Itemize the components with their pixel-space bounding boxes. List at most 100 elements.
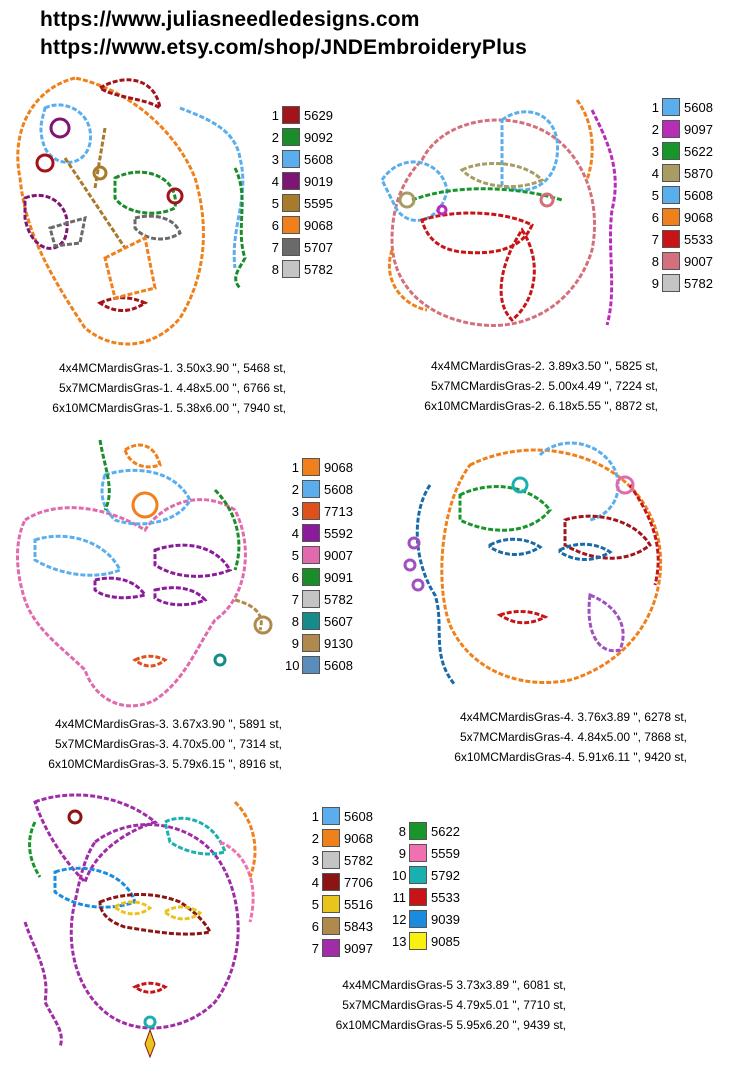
thread-code: 9007 [684, 253, 713, 269]
thread-code: 9092 [304, 129, 333, 145]
thread-row: 12 9039 [392, 909, 460, 929]
thread-number: 7 [271, 239, 279, 255]
thread-code: 5782 [344, 852, 373, 868]
thread-number: 1 [271, 107, 279, 123]
thread-number: 3 [291, 503, 299, 519]
thread-code: 5622 [431, 823, 460, 839]
color-swatch [662, 274, 680, 292]
size-line: 4x4MCMardisGras-5 3.73x3.89 ", 6081 st, [342, 978, 566, 992]
thread-row: 5 5608 [645, 185, 713, 205]
thread-number: 2 [291, 481, 299, 497]
thread-code: 5559 [431, 845, 460, 861]
thread-row: 3 7713 [285, 501, 353, 521]
thread-row: 5 9007 [285, 545, 353, 565]
color-swatch [302, 568, 320, 586]
color-swatch [409, 910, 427, 928]
color-swatch [409, 888, 427, 906]
thread-number: 7 [291, 591, 299, 607]
color-swatch [662, 142, 680, 160]
thread-row: 7 5782 [285, 589, 353, 609]
thread-row: 9 5782 [645, 273, 713, 293]
thread-number: 4 [651, 165, 659, 181]
color-swatch [662, 230, 680, 248]
color-swatch [322, 917, 340, 935]
thread-code: 5608 [344, 808, 373, 824]
thread-row: 3 5622 [645, 141, 713, 161]
thread-number: 8 [271, 261, 279, 277]
color-swatch [662, 252, 680, 270]
thread-code: 9068 [304, 217, 333, 233]
header-url-etsy: https://www.etsy.com/shop/JNDEmbroideryP… [40, 36, 528, 59]
color-swatch [322, 807, 340, 825]
thread-code: 5608 [684, 99, 713, 115]
design-info-4: 4x4MCMardisGras-4. 3.76x3.89 ", 6278 st,… [454, 707, 687, 767]
thread-row: 8 5622 [392, 821, 460, 841]
color-swatch [282, 194, 300, 212]
size-line: 5x7MCMardisGras-4. 4.84x5.00 ", 7868 st, [459, 730, 687, 744]
thread-number: 8 [398, 823, 406, 839]
color-swatch [282, 172, 300, 190]
thread-number: 6 [651, 209, 659, 225]
color-swatch [662, 120, 680, 138]
thread-number: 2 [651, 121, 659, 137]
thread-code: 5782 [304, 261, 333, 277]
mask-illustration-2 [380, 99, 617, 328]
thread-row: 7 5707 [265, 237, 333, 257]
design-info-3: 4x4MCMardisGras-3. 3.67x3.90 ", 5891 st,… [48, 714, 282, 774]
thread-number: 9 [291, 635, 299, 651]
thread-code: 5592 [324, 525, 353, 541]
thread-code: 9068 [324, 459, 353, 475]
thread-number: 10 [392, 867, 407, 883]
color-swatch [282, 260, 300, 278]
color-swatch [322, 939, 340, 957]
thread-code: 5595 [304, 195, 333, 211]
thread-row: 10 5608 [285, 655, 353, 675]
thread-code: 5622 [684, 143, 713, 159]
thread-row: 1 5608 [305, 806, 373, 826]
thread-number: 6 [311, 918, 319, 934]
thread-number: 13 [392, 933, 407, 949]
size-line: 6x10MCMardisGras-2. 6.18x5.55 ", 8872 st… [424, 399, 658, 413]
design-info-1: 4x4MCMardisGras-1. 3.50x3.90 ", 5468 st,… [52, 358, 286, 418]
color-swatch [282, 150, 300, 168]
thread-row: 4 5870 [645, 163, 713, 183]
color-swatch [282, 128, 300, 146]
color-swatch [322, 851, 340, 869]
size-line: 6x10MCMardisGras-5 5.95x6.20 ", 9439 st, [335, 1018, 566, 1032]
thread-row: 3 5608 [265, 149, 333, 169]
size-line: 4x4MCMardisGras-2. 3.89x3.50 ", 5825 st, [430, 359, 658, 373]
thread-row: 5 5516 [305, 894, 373, 914]
color-swatch [282, 238, 300, 256]
thread-code: 9039 [431, 911, 460, 927]
thread-row: 3 5782 [305, 850, 373, 870]
thread-number: 5 [311, 896, 319, 912]
thread-number: 8 [291, 613, 299, 629]
thread-code: 5533 [684, 231, 713, 247]
color-swatch [282, 216, 300, 234]
thread-code: 5792 [431, 867, 460, 883]
thread-code: 5608 [324, 657, 353, 673]
thread-row: 8 5782 [265, 259, 333, 279]
size-line: 4x4MCMardisGras-4. 3.76x3.89 ", 6278 st, [459, 710, 687, 724]
thread-code: 5707 [304, 239, 333, 255]
design-info-5: 4x4MCMardisGras-5 3.73x3.89 ", 6081 st, … [336, 975, 566, 1035]
thread-number: 3 [651, 143, 659, 159]
thread-legend-2: 1 5608 2 9097 3 5622 4 5870 5 5608 6 9068 7 553… [645, 97, 729, 295]
thread-code: 5782 [324, 591, 353, 607]
thread-row: 5 5595 [265, 193, 333, 213]
thread-legend-5b: 8 5622 9 5559 10 5792 11 5533 12 9039 13 9085 [392, 821, 482, 956]
thread-code: 5629 [304, 107, 333, 123]
thread-code: 9097 [684, 121, 713, 137]
thread-number: 4 [311, 874, 319, 890]
thread-number: 12 [392, 911, 407, 927]
thread-row: 7 5533 [645, 229, 713, 249]
thread-row: 2 9092 [265, 127, 333, 147]
color-swatch [282, 106, 300, 124]
thread-code: 5516 [344, 896, 373, 912]
color-swatch [409, 866, 427, 884]
design-info-2: 4x4MCMardisGras-2. 3.89x3.50 ", 5825 st,… [424, 356, 658, 416]
thread-number: 4 [271, 173, 279, 189]
color-swatch [662, 164, 680, 182]
thread-number: 6 [291, 569, 299, 585]
thread-legend-1: 1 5629 2 9092 3 5608 4 9019 5 5595 6 9068 7 570… [265, 105, 355, 280]
